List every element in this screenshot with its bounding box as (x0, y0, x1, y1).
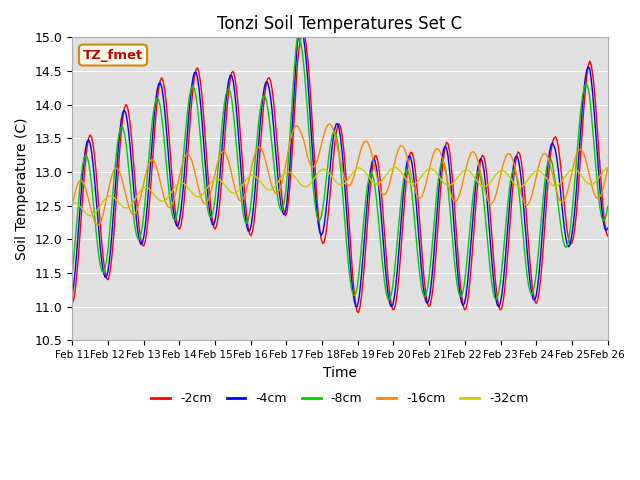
-4cm (68, 293, 76, 299)
-8cm (295, 34, 303, 39)
-4cm (228, 72, 236, 78)
-16cm (577, 146, 584, 152)
-4cm (304, 78, 312, 84)
-4cm (604, 225, 611, 231)
Title: Tonzi Soil Temperatures Set C: Tonzi Soil Temperatures Set C (218, 15, 463, 33)
-2cm (355, 310, 362, 315)
-2cm (300, 30, 307, 36)
Legend: -2cm, -4cm, -8cm, -16cm, -32cm: -2cm, -4cm, -8cm, -16cm, -32cm (147, 387, 534, 410)
-2cm (577, 150, 584, 156)
-4cm (577, 125, 584, 131)
-2cm (604, 233, 611, 239)
-2cm (255, 168, 262, 173)
-32cm (68, 200, 76, 206)
-8cm (134, 236, 141, 242)
-8cm (228, 97, 236, 103)
-2cm (228, 70, 236, 75)
-32cm (256, 179, 264, 184)
-32cm (390, 165, 398, 170)
-32cm (577, 172, 584, 178)
-2cm (134, 211, 141, 217)
Text: TZ_fmet: TZ_fmet (83, 48, 143, 61)
-2cm (68, 300, 76, 306)
Line: -16cm: -16cm (72, 124, 607, 225)
-16cm (68, 203, 76, 209)
-8cm (304, 114, 312, 120)
-16cm (326, 121, 334, 127)
-32cm (304, 183, 312, 189)
X-axis label: Time: Time (323, 366, 357, 380)
-4cm (353, 304, 361, 310)
-32cm (136, 190, 143, 195)
-32cm (604, 165, 611, 170)
-4cm (255, 141, 262, 147)
-16cm (247, 166, 255, 172)
-16cm (604, 166, 611, 172)
Line: -4cm: -4cm (72, 30, 607, 307)
-16cm (136, 200, 143, 206)
-16cm (304, 155, 312, 160)
-2cm (246, 231, 253, 237)
-32cm (86, 213, 94, 218)
-4cm (134, 228, 141, 234)
-8cm (255, 120, 262, 126)
-16cm (256, 144, 264, 150)
-8cm (68, 271, 76, 277)
-8cm (492, 297, 500, 303)
-16cm (93, 222, 101, 228)
-32cm (247, 173, 255, 179)
-16cm (229, 179, 237, 184)
-4cm (296, 27, 304, 33)
-4cm (246, 228, 253, 234)
Y-axis label: Soil Temperature (C): Soil Temperature (C) (15, 118, 29, 260)
Line: -2cm: -2cm (72, 33, 607, 312)
-8cm (577, 107, 584, 113)
-8cm (246, 210, 253, 216)
Line: -8cm: -8cm (72, 36, 607, 300)
-32cm (229, 190, 237, 196)
-8cm (604, 204, 611, 209)
Line: -32cm: -32cm (72, 168, 607, 216)
-2cm (304, 57, 312, 62)
